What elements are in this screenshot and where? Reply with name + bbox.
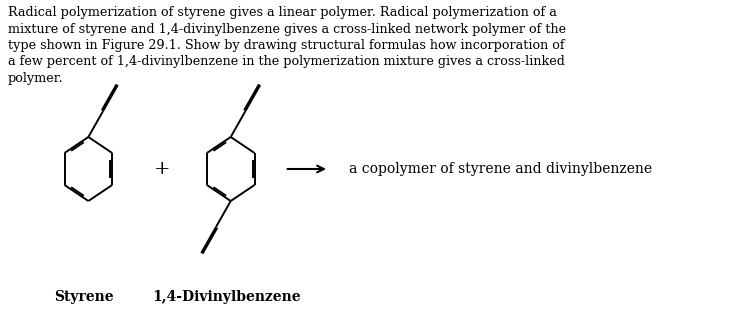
Text: +: +: [154, 160, 171, 178]
Text: a copolymer of styrene and divinylbenzene: a copolymer of styrene and divinylbenzen…: [348, 162, 652, 176]
Text: 1,4-Divinylbenzene: 1,4-Divinylbenzene: [152, 290, 301, 304]
Text: Radical polymerization of styrene gives a linear polymer. Radical polymerization: Radical polymerization of styrene gives …: [8, 6, 566, 85]
Text: Styrene: Styrene: [54, 290, 114, 304]
